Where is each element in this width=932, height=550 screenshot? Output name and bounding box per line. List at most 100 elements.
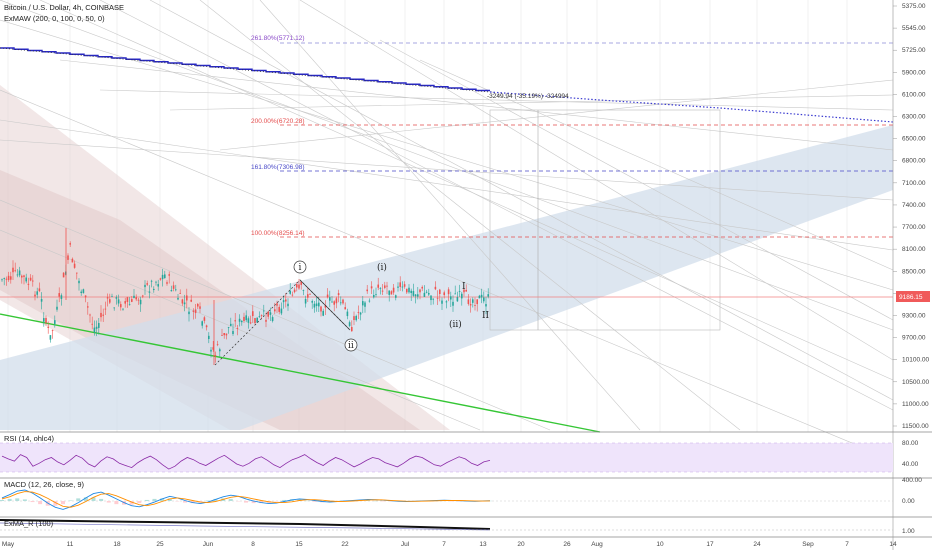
rsi-line: [1, 454, 491, 470]
candle-body: [476, 299, 478, 305]
macd-hist-bar: [228, 498, 233, 501]
candle-body: [161, 274, 164, 280]
candle-body: [181, 299, 184, 304]
time-tick-label: 18: [113, 541, 121, 548]
price-tick-label: 5725.00: [902, 47, 926, 54]
price-tick-label: 6300.00: [902, 114, 926, 121]
candle-body: [126, 297, 129, 302]
candle-body: [423, 292, 426, 297]
time-tick-label: Aug: [591, 541, 603, 548]
fan-line: [99, 89, 894, 111]
candle-body: [335, 298, 338, 304]
candle-body: [225, 333, 228, 336]
candle-body: [16, 274, 19, 276]
candle-body: [80, 291, 82, 294]
macd-hist-bar: [137, 501, 142, 504]
price-tick-label: 5375.00: [902, 3, 926, 10]
candle-body: [247, 318, 250, 323]
candle-body: [351, 327, 353, 332]
candle-body: [296, 284, 298, 288]
measure-box: [489, 109, 721, 331]
price-tick-label: 7100.00: [902, 180, 926, 187]
candle-body: [43, 318, 45, 322]
candle-body: [58, 293, 60, 297]
candle-body: [315, 303, 318, 307]
current-price-text: 9186.15: [899, 294, 923, 301]
candle-body: [10, 276, 12, 280]
time-tick-label: 22: [341, 541, 349, 548]
fan-line: [199, 0, 741, 431]
fan-line: [0, 19, 894, 291]
candle-body: [113, 307, 115, 309]
fan-line: [149, 0, 894, 401]
price-tick-label: 7700.00: [902, 224, 926, 231]
time-tick-label: 24: [753, 541, 761, 548]
candle-body: [421, 286, 423, 289]
macd-hist-bar: [38, 501, 43, 505]
time-axis: May 11 18 25 Jun 8 15 22 Jul 7 13 20 26 Aug 10 17 24 Sep 7…: [2, 541, 897, 548]
candle-body: [465, 289, 467, 292]
fan-line: [419, 59, 894, 271]
candle-body: [384, 285, 386, 288]
candle-body: [142, 295, 144, 297]
price-tick-label: 11000.00: [902, 401, 929, 408]
price-tick-label: 8500.00: [902, 268, 926, 275]
candle-body: [362, 301, 364, 306]
candle-body: [106, 297, 109, 299]
candle-body: [379, 287, 382, 289]
candle-body: [359, 312, 362, 315]
fan-line: [0, 139, 894, 201]
candle-body: [267, 311, 269, 317]
candle-body: [408, 287, 410, 293]
candle-body: [472, 299, 474, 303]
candle-body: [91, 323, 93, 325]
price-tick-label: 10100.00: [902, 357, 929, 364]
macd-hist-bar: [282, 499, 287, 501]
candle-body: [131, 299, 133, 302]
fan-line: [0, 119, 894, 251]
candle-body: [342, 299, 344, 304]
price-axis-ticks: 5375.00 5545.00 5725.00 5900.00 6100.00 6300.…: [893, 3, 929, 430]
candle-body: [483, 297, 485, 302]
candle-body: [458, 291, 461, 292]
macd-hist-bar: [244, 501, 248, 503]
candle-body: [419, 289, 421, 293]
candle-body: [311, 301, 313, 303]
candle-body: [318, 302, 320, 307]
candle-body: [177, 297, 179, 300]
wave-ii-circle: [344, 338, 358, 352]
candle-body: [14, 270, 16, 272]
candle-body: [445, 301, 448, 303]
candle-body: [227, 327, 230, 328]
candle-body: [454, 293, 456, 295]
macd-hist-bar: [183, 501, 187, 503]
macd-hist-bar: [167, 498, 172, 501]
candle-body: [117, 299, 120, 304]
macd-hist-bar: [0, 499, 4, 501]
candle-body: [337, 293, 340, 296]
macd-hist-bar: [160, 498, 165, 501]
bottom-title: ExMA_R (100): [4, 519, 54, 528]
indicator-legend: ExMAW (200, 0, 100, 0, 50, 0): [4, 14, 105, 23]
candle-body: [388, 290, 390, 295]
time-tick-label: May: [2, 541, 15, 548]
time-tick-label: Sep: [802, 541, 814, 548]
rsi-tick-40: 40.00: [902, 461, 919, 468]
time-tick-label: 20: [517, 541, 525, 548]
fib-100-label: 100.00%(8256.14): [251, 230, 305, 237]
candle-body: [36, 291, 38, 295]
candle-body: [403, 284, 406, 287]
macd-hist-bar: [53, 501, 58, 506]
candle-body: [29, 277, 32, 281]
candle-body: [386, 285, 388, 287]
candle-body: [34, 294, 36, 297]
price-tick-label: 6100.00: [902, 91, 926, 98]
candle-body: [194, 309, 197, 314]
candle-body: [344, 307, 346, 310]
candle-body: [282, 300, 285, 303]
candle-body: [355, 315, 357, 321]
candle-body: [221, 334, 223, 336]
wave-label-i: i: [299, 263, 302, 273]
candle-body: [214, 355, 217, 356]
